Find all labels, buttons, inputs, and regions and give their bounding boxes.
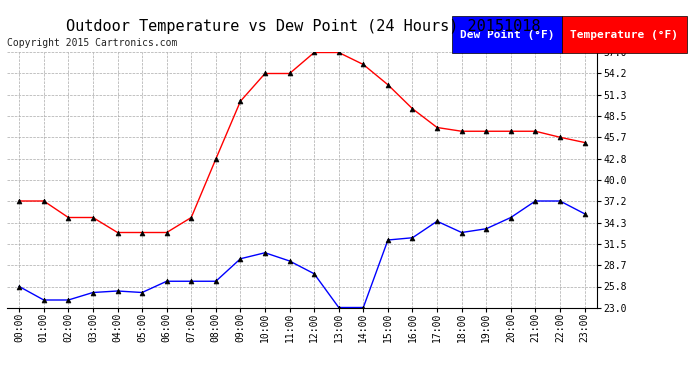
Text: Temperature (°F): Temperature (°F): [571, 30, 678, 39]
FancyBboxPatch shape: [452, 16, 562, 53]
Text: Copyright 2015 Cartronics.com: Copyright 2015 Cartronics.com: [7, 38, 177, 48]
Text: Dew Point (°F): Dew Point (°F): [460, 30, 554, 39]
FancyBboxPatch shape: [562, 16, 687, 53]
Text: Outdoor Temperature vs Dew Point (24 Hours) 20151018: Outdoor Temperature vs Dew Point (24 Hou…: [66, 19, 541, 34]
